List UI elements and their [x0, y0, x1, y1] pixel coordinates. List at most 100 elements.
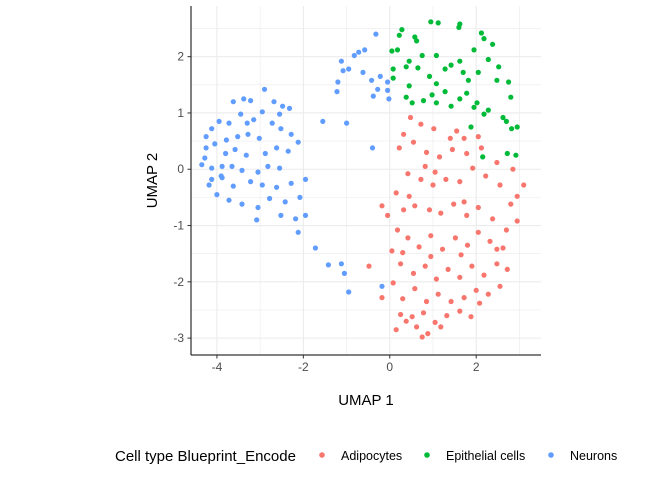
point-adipocytes: [432, 169, 438, 175]
point-neurons: [216, 118, 222, 124]
point-neurons: [202, 155, 208, 161]
point-adipocytes: [454, 128, 460, 134]
point-epithelial-cells: [465, 77, 471, 83]
point-adipocytes: [412, 203, 418, 209]
point-neurons: [277, 111, 283, 117]
point-adipocytes: [497, 182, 503, 188]
point-epithelial-cells: [399, 27, 405, 33]
point-neurons: [245, 131, 251, 137]
point-epithelial-cells: [457, 96, 463, 102]
point-neurons: [302, 176, 309, 182]
point-neurons: [239, 167, 245, 173]
point-epithelial-cells: [406, 58, 412, 64]
point-neurons: [238, 111, 244, 117]
point-neurons: [255, 169, 261, 175]
point-neurons: [209, 176, 215, 182]
point-neurons: [269, 120, 275, 126]
point-adipocytes: [494, 246, 500, 252]
point-adipocytes: [464, 212, 470, 218]
point-neurons: [248, 179, 254, 185]
point-epithelial-cells: [457, 58, 463, 64]
point-adipocytes: [475, 134, 481, 140]
y-tick-label: 2: [177, 50, 184, 64]
point-adipocytes: [449, 146, 455, 153]
point-neurons: [286, 105, 293, 111]
point-epithelial-cells: [506, 79, 512, 85]
point-epithelial-cells: [412, 34, 418, 40]
point-adipocytes: [394, 227, 401, 233]
point-adipocytes: [481, 272, 487, 278]
point-neurons: [338, 261, 344, 267]
point-adipocytes: [478, 145, 484, 151]
point-epithelial-cells: [485, 56, 491, 63]
point-adipocytes: [504, 266, 510, 272]
point-neurons: [302, 212, 309, 218]
point-adipocytes: [418, 176, 424, 182]
point-neurons: [230, 99, 236, 105]
point-epithelial-cells: [448, 103, 454, 109]
legend-label-adipocytes: Adipocytes: [341, 449, 402, 463]
point-adipocytes: [461, 295, 467, 301]
point-neurons: [209, 165, 215, 171]
point-adipocytes: [452, 235, 458, 241]
legend-items: Adipocytes Epithelial cells Neurons: [319, 449, 617, 463]
point-neurons: [335, 79, 341, 85]
point-adipocytes: [422, 263, 428, 269]
point-adipocytes: [423, 149, 430, 155]
point-adipocytes: [445, 266, 451, 272]
point-adipocytes: [398, 261, 404, 267]
point-adipocytes: [458, 252, 464, 258]
point-adipocytes: [521, 182, 527, 188]
point-epithelial-cells: [475, 69, 481, 75]
point-adipocytes: [426, 207, 433, 213]
x-tick-label: 0: [386, 360, 393, 374]
point-neurons: [203, 134, 209, 140]
point-adipocytes: [477, 300, 483, 306]
point-adipocytes: [475, 229, 481, 235]
point-adipocytes: [420, 310, 427, 316]
point-neurons: [340, 68, 346, 74]
point-adipocytes: [464, 242, 471, 248]
point-neurons: [379, 283, 385, 289]
point-epithelial-cells: [420, 98, 427, 104]
point-neurons: [356, 49, 362, 55]
point-adipocytes: [416, 244, 422, 250]
point-adipocytes: [494, 159, 500, 166]
point-epithelial-cells: [414, 38, 420, 44]
point-adipocytes: [444, 313, 450, 319]
point-epithelial-cells: [481, 111, 487, 117]
y-tick-label: 1: [177, 106, 184, 120]
point-neurons: [285, 148, 291, 154]
point-adipocytes: [428, 253, 434, 260]
legend-label-epithelial-cells: Epithelial cells: [446, 449, 525, 463]
point-adipocytes: [390, 280, 396, 286]
point-adipocytes: [393, 190, 399, 196]
point-epithelial-cells: [471, 47, 477, 53]
point-adipocytes: [457, 179, 463, 185]
point-adipocytes: [469, 263, 475, 269]
point-adipocytes: [475, 204, 481, 211]
point-epithelial-cells: [474, 100, 480, 106]
point-neurons: [288, 180, 294, 186]
point-adipocytes: [403, 318, 409, 324]
point-neurons: [362, 47, 368, 53]
point-neurons: [241, 96, 247, 102]
point-epithelial-cells: [504, 150, 510, 157]
point-neurons: [274, 184, 280, 190]
point-adipocytes: [497, 283, 503, 289]
point-neurons: [341, 270, 347, 276]
point-epithelial-cells: [396, 32, 402, 38]
point-adipocytes: [451, 201, 457, 207]
point-neurons: [230, 183, 236, 189]
point-adipocytes: [407, 114, 414, 121]
point-adipocytes: [435, 291, 441, 297]
point-adipocytes: [461, 199, 467, 205]
point-neurons: [226, 197, 232, 203]
point-neurons: [274, 145, 280, 151]
point-adipocytes: [428, 233, 434, 239]
point-adipocytes: [490, 216, 496, 222]
point-adipocytes: [425, 331, 431, 337]
point-epithelial-cells: [442, 89, 448, 95]
tick-marks: -4 -2 0 2 -3 -2 -1 0 1 2: [173, 50, 480, 374]
